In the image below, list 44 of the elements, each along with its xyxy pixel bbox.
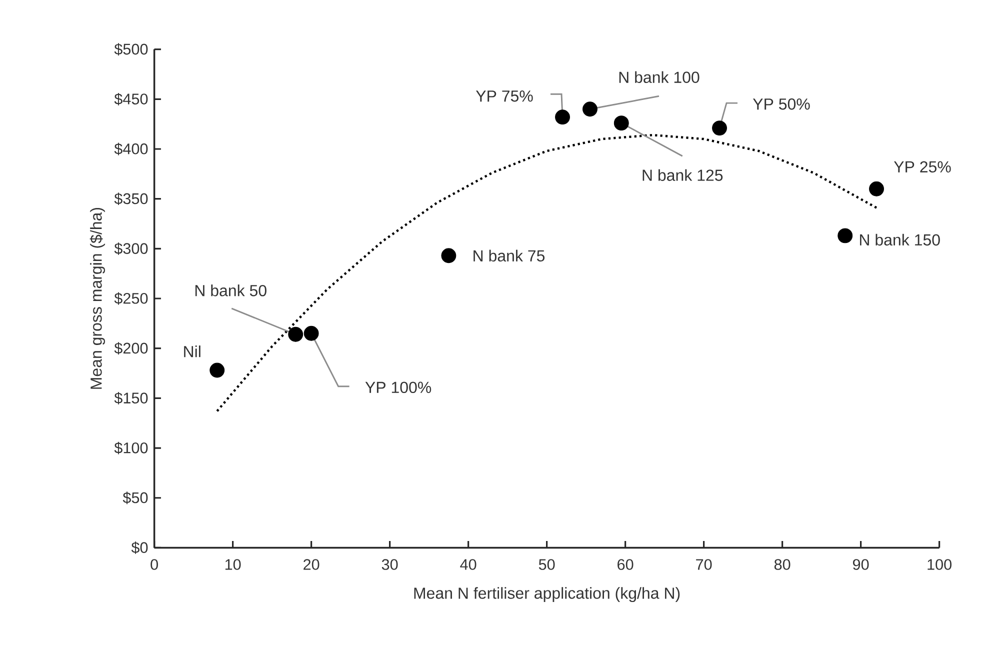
annotation: YP 75% xyxy=(476,90,533,102)
y-tick-label: $200 xyxy=(114,342,148,355)
y-tick-label: $250 xyxy=(114,292,148,305)
x-tick-label: 0 xyxy=(150,559,158,570)
point xyxy=(210,362,225,378)
point xyxy=(555,110,570,125)
annotation: YP 100% xyxy=(365,382,432,394)
x-tick-label: 90 xyxy=(852,559,869,570)
x-tick-label: 40 xyxy=(460,559,476,570)
x-tick-label: 80 xyxy=(774,559,790,570)
y-tick-label: $100 xyxy=(114,442,148,454)
y-tick-label: $0 xyxy=(131,541,148,554)
point xyxy=(838,228,853,244)
point xyxy=(614,116,629,131)
y-tick-label: $150 xyxy=(114,392,148,404)
annotation: N bank 75 xyxy=(474,250,545,262)
annotation: N bank 100 xyxy=(619,71,700,83)
y-axis-title: Mean gross margin ($/ha) xyxy=(90,208,106,389)
y-tick-label: $350 xyxy=(114,192,148,206)
x-tick-label: 60 xyxy=(618,559,634,570)
annotation: N bank 150 xyxy=(860,234,940,246)
y-tick-label: $450 xyxy=(114,92,148,106)
y-tick-label: $500 xyxy=(114,43,148,56)
x-tick-label: 20 xyxy=(304,559,320,570)
y-tick-label: $400 xyxy=(114,142,148,156)
x-tick-label: 10 xyxy=(225,559,241,570)
x-tick-label: 100 xyxy=(928,559,952,570)
y-tick-label: $50 xyxy=(122,492,148,504)
point xyxy=(288,326,304,342)
x-tick-label: 30 xyxy=(382,559,398,570)
x-tick-label: 50 xyxy=(538,559,555,570)
point xyxy=(712,120,727,136)
annotation: Nil xyxy=(184,345,200,358)
x-tick-label: 70 xyxy=(696,559,712,570)
y-tick-label: $300 xyxy=(114,242,148,255)
annotation: YP 25% xyxy=(894,161,951,173)
point xyxy=(441,248,456,264)
point xyxy=(582,102,598,117)
x-axis-title: Mean N fertiliser application (kg/ha N) xyxy=(414,587,680,602)
annotation: N bank 50 xyxy=(195,284,266,296)
point xyxy=(869,181,884,196)
annotation: YP 50% xyxy=(752,98,810,110)
annotation: N bank 125 xyxy=(642,169,723,181)
point xyxy=(304,326,319,341)
